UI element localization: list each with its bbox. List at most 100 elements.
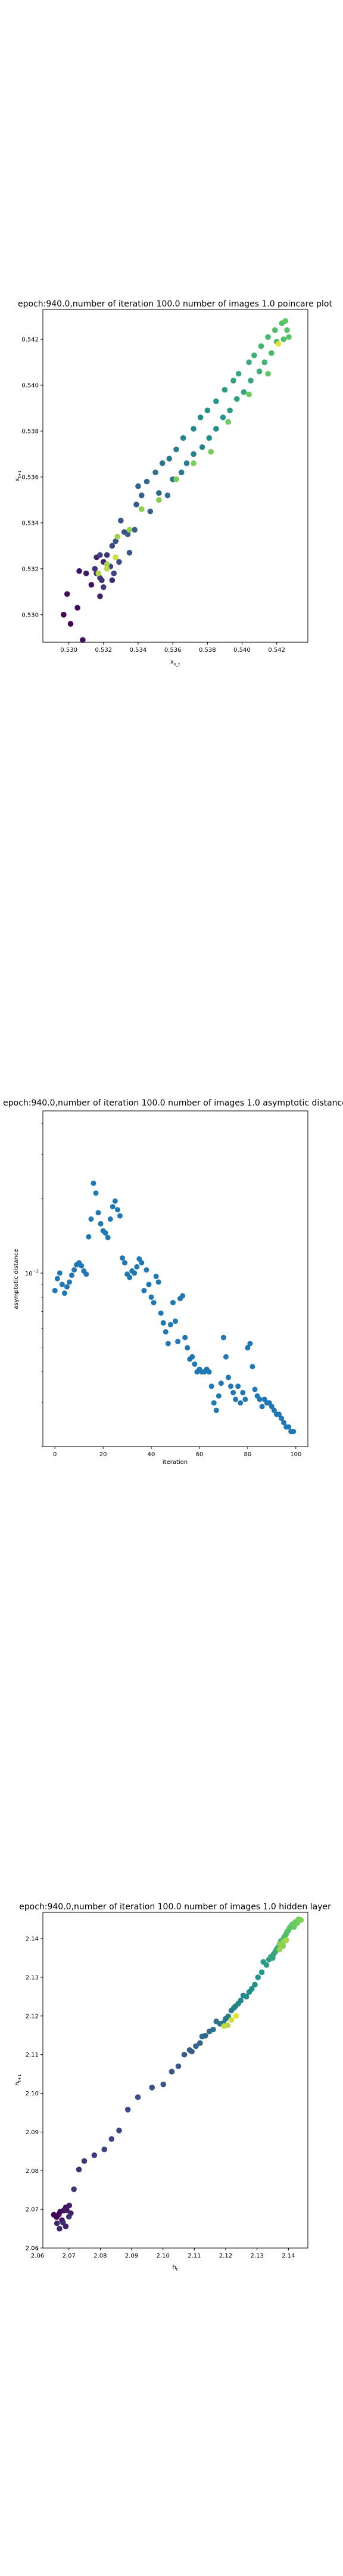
data-point: [216, 1393, 222, 1399]
data-point: [138, 492, 145, 499]
data-point: [199, 444, 205, 450]
x-tick-label: 0.536: [164, 647, 182, 654]
data-point: [248, 1986, 255, 1992]
data-point: [220, 1335, 226, 1340]
data-point: [206, 1369, 212, 1375]
data-point: [64, 1284, 70, 1290]
data-point: [175, 2063, 182, 2069]
data-point: [57, 2225, 63, 2232]
data-point: [235, 1383, 241, 1389]
data-point: [124, 2106, 131, 2113]
y-tick-label: 0.532: [21, 566, 39, 572]
data-point: [141, 1287, 147, 1293]
data-point: [98, 1221, 104, 1227]
data-point: [153, 1273, 159, 1279]
data-point: [233, 1397, 239, 1402]
y-tick-label: 2.13: [26, 1974, 39, 1981]
data-point: [114, 534, 120, 540]
y-tick-label: 0.540: [21, 382, 39, 389]
data-point: [104, 552, 110, 558]
x-tick-label: 2.13: [251, 2253, 264, 2259]
y-tick-label: 2.10: [26, 2091, 39, 2097]
poincare-plot-chart: epoch:940.0,number of iteration 100.0 nu…: [14, 299, 332, 667]
data-point: [139, 1260, 145, 1266]
data-point: [242, 1397, 248, 1402]
data-point: [66, 2213, 72, 2220]
data-point: [135, 483, 141, 490]
data-point: [202, 2033, 208, 2039]
poincare-plot-xlabel: xx_t: [170, 659, 180, 667]
data-point: [158, 1310, 164, 1316]
poincare-plot-title: epoch:940.0,number of iteration 100.0 nu…: [18, 299, 332, 309]
data-point: [271, 1407, 277, 1413]
data-point: [76, 568, 82, 574]
data-point: [283, 1937, 289, 1943]
data-point: [104, 561, 110, 567]
y-tick-label: 2.07: [26, 2207, 39, 2213]
data-point: [66, 2202, 73, 2209]
data-point: [252, 1386, 258, 1392]
data-point: [110, 1204, 116, 1210]
data-point: [238, 1400, 244, 1406]
x-tick-label: 0: [53, 1451, 57, 1458]
data-point: [286, 1424, 292, 1430]
data-point: [180, 1293, 186, 1299]
data-point: [114, 1207, 120, 1213]
data-point: [279, 1416, 284, 1422]
data-point: [276, 1411, 282, 1417]
data-point: [151, 1300, 157, 1306]
data-point: [52, 1287, 58, 1293]
hidden-layer-title: epoch:940.0,number of iteration 100.0 nu…: [19, 1902, 331, 1912]
x-tick-label: 2.09: [125, 2253, 138, 2259]
data-point: [95, 570, 101, 577]
data-point: [206, 435, 213, 441]
x-tick-label: 2.10: [157, 2253, 170, 2259]
y-tick-label: 2.11: [26, 2052, 39, 2058]
data-point: [173, 476, 179, 482]
y-tick-label: 2.09: [26, 2129, 39, 2136]
data-point: [148, 1294, 154, 1300]
data-point: [111, 570, 117, 577]
data-point: [252, 1981, 258, 1988]
data-point: [169, 2069, 175, 2075]
data-point: [97, 593, 103, 599]
data-point: [116, 559, 122, 565]
x-tick-label: 2.14: [282, 2253, 295, 2259]
hidden-layer-xlabel: ht: [172, 2264, 177, 2272]
asymptotic-distance-ylabel: asymptotic distance: [13, 1249, 20, 1309]
data-point: [228, 2017, 235, 2023]
data-point: [258, 343, 264, 349]
data-point: [223, 1354, 229, 1360]
data-point: [83, 1271, 89, 1277]
data-point: [257, 1397, 263, 1402]
x-tick-label: 40: [148, 1451, 155, 1458]
data-point: [243, 1993, 250, 2000]
x-tick-label: 0.534: [130, 647, 147, 654]
data-point: [192, 1361, 198, 1367]
data-point: [144, 478, 150, 485]
data-point: [159, 460, 166, 466]
data-point: [67, 621, 74, 627]
data-point: [182, 1335, 188, 1340]
poincare-plot-ylabel: xt+1: [14, 470, 22, 482]
data-point: [211, 1400, 217, 1406]
data-point: [245, 1345, 251, 1351]
data-point: [83, 570, 89, 577]
data-point: [189, 2048, 195, 2055]
data-point: [256, 369, 263, 374]
data-point: [189, 1354, 195, 1360]
data-point: [240, 1389, 246, 1395]
data-point: [275, 340, 282, 347]
data-point: [228, 1383, 234, 1389]
data-point: [213, 398, 219, 404]
data-point: [246, 391, 252, 398]
data-point: [60, 2219, 66, 2225]
data-point: [247, 1340, 253, 1346]
data-point: [210, 2026, 216, 2033]
data-point: [105, 1234, 111, 1240]
data-point: [251, 352, 257, 358]
data-point: [197, 2040, 203, 2046]
data-point: [91, 1180, 96, 1186]
x-tick-label: 0.532: [95, 647, 112, 654]
data-point: [79, 1263, 85, 1269]
